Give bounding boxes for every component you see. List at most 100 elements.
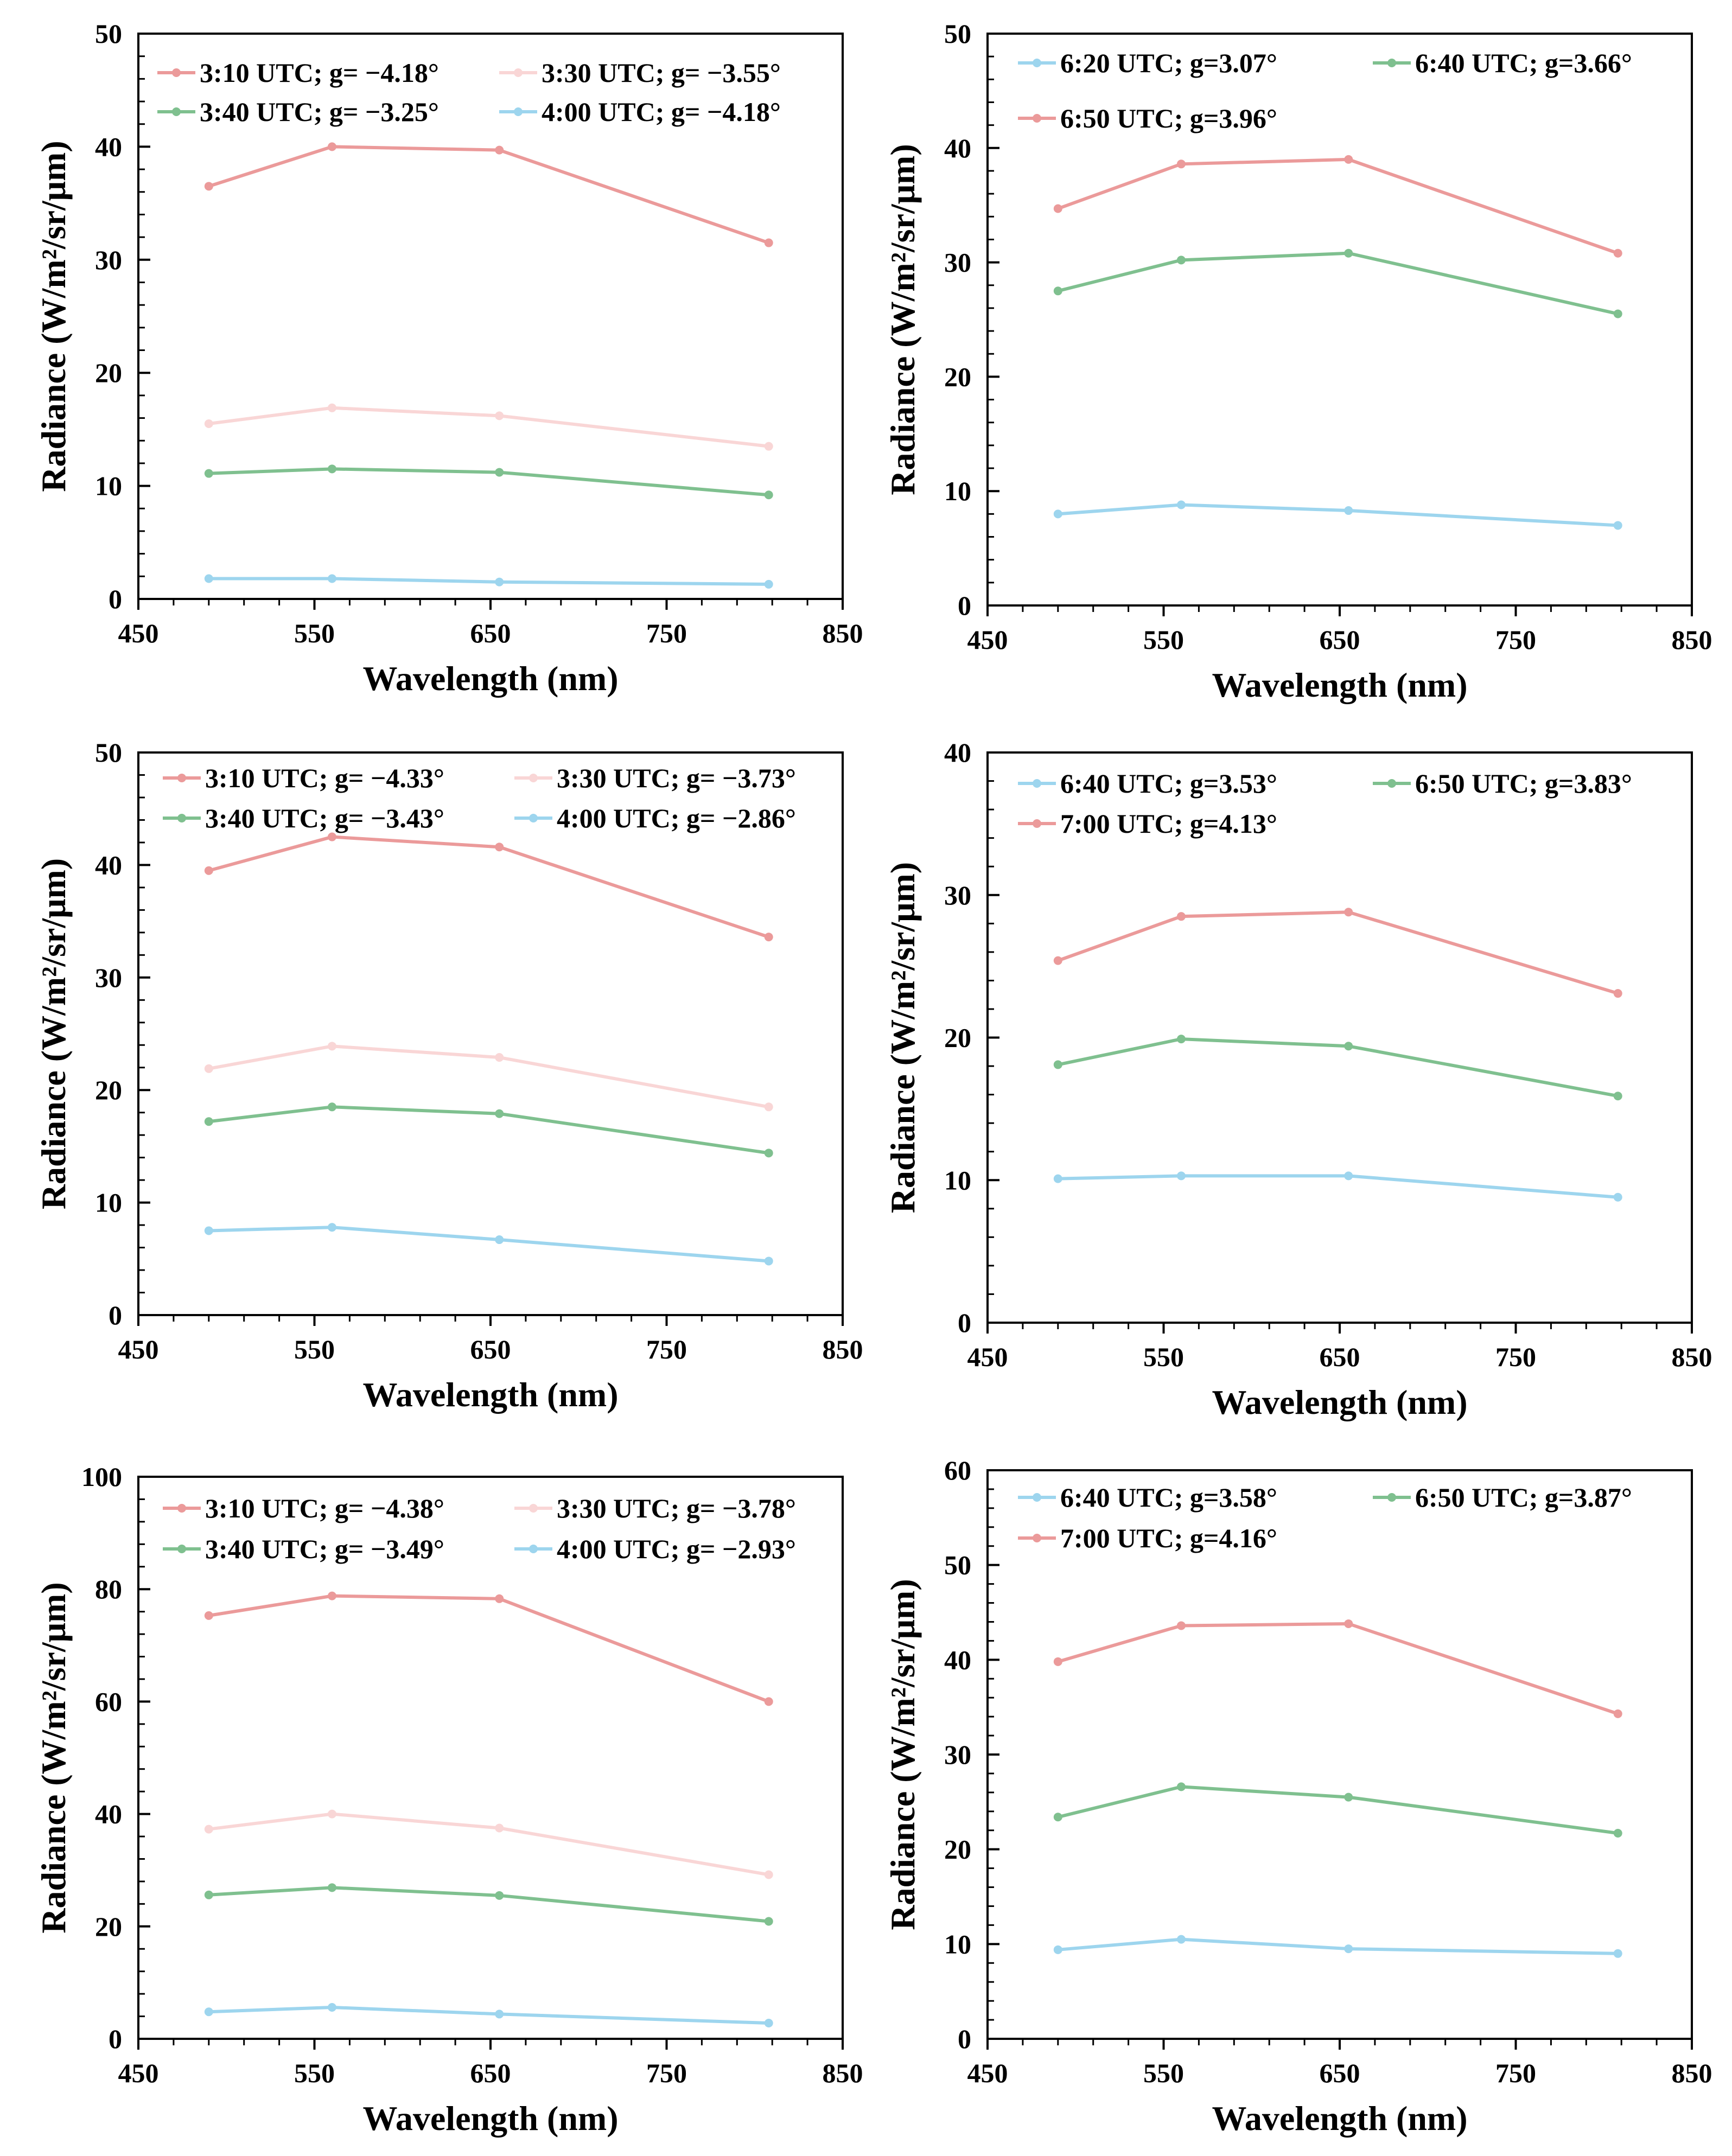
legend-swatch-marker	[529, 814, 538, 822]
x-tick-label: 550	[294, 1334, 335, 1364]
legend-swatch-marker	[1387, 779, 1396, 788]
series-line-2	[1058, 1037, 1619, 1098]
y-tick-label: 20	[95, 1911, 122, 1942]
data-point	[1176, 256, 1186, 265]
legend-label: 6:50 UTC; g=3.83°	[1415, 768, 1632, 799]
chart-panel-5: 0 20 40 60 80 100 450 550 650 750 850 Wavelength (n…	[34, 1462, 863, 2138]
data-point	[1176, 1621, 1186, 1630]
x-tick-label: 550	[1143, 624, 1184, 655]
x-axis-title: Wavelength (nm)	[362, 659, 618, 698]
x-tick-label: 850	[1672, 1342, 1712, 1372]
chart-panel-4: 0 10 20 30 40 450 550 650 750 850 Wavelength (nm) R…	[883, 737, 1712, 1421]
data-point	[764, 1102, 773, 1112]
y-tick-label: 0	[958, 2024, 971, 2054]
legend-swatch-marker	[172, 68, 181, 77]
y-axis-title: Radiance (W/m²/sr/μm)	[34, 858, 73, 1209]
series-line-1	[1058, 1174, 1618, 1199]
series-line-2	[208, 1812, 769, 1877]
series-line-4	[208, 577, 769, 586]
data-point	[1344, 1619, 1353, 1628]
data-point	[1176, 912, 1186, 921]
data-point	[1053, 1945, 1062, 1954]
legend-swatch-marker	[529, 1545, 538, 1553]
x-axis-title: Wavelength (nm)	[1212, 666, 1467, 704]
data-point	[327, 832, 336, 841]
x-tick-label: 650	[1320, 1342, 1360, 1372]
data-point	[1344, 1042, 1353, 1051]
y-tick-label: 60	[95, 1686, 122, 1717]
data-point	[327, 1591, 336, 1600]
legend-label: 7:00 UTC; g=4.16°	[1060, 1523, 1277, 1553]
data-point	[495, 1594, 504, 1603]
data-point	[327, 1809, 336, 1819]
data-point	[204, 182, 213, 191]
x-axis-title: Wavelength (nm)	[1212, 1383, 1467, 1421]
legend-swatch-marker	[1387, 59, 1396, 67]
x-tick-label: 650	[1320, 2058, 1360, 2088]
data-point	[1613, 1949, 1622, 1958]
data-point	[1344, 1171, 1353, 1181]
data-point	[764, 238, 773, 247]
legend-label: 3:40 UTC; g= −3.25°	[200, 97, 439, 127]
x-axis-title: Wavelength (nm)	[1212, 2099, 1467, 2138]
legend-label: 3:10 UTC; g= −4.18°	[200, 58, 439, 88]
data-point	[204, 574, 213, 583]
y-tick-label: 40	[944, 737, 971, 768]
x-tick-label: 450	[967, 1342, 1008, 1372]
x-tick-label: 750	[646, 1334, 687, 1364]
data-point	[764, 1870, 773, 1879]
y-tick-label: 30	[944, 1739, 971, 1770]
data-point	[1613, 1092, 1622, 1101]
legend-swatch-marker	[177, 1545, 186, 1553]
data-point	[204, 1226, 213, 1235]
x-tick-label: 750	[1495, 1342, 1536, 1372]
data-point	[495, 1235, 504, 1245]
x-tick-label: 850	[823, 1334, 863, 1364]
data-point	[327, 1042, 336, 1051]
data-point	[1176, 500, 1186, 509]
data-point	[495, 1109, 504, 1118]
data-point	[1176, 1782, 1186, 1791]
x-tick-label: 450	[967, 624, 1008, 655]
data-point	[1344, 155, 1353, 164]
y-tick-label: 20	[95, 358, 122, 388]
y-tick-label: 50	[944, 18, 971, 49]
y-tick-label: 40	[95, 131, 122, 162]
series-line-4	[208, 2005, 769, 2025]
legend-swatch-marker	[177, 774, 186, 782]
data-point	[1053, 204, 1062, 213]
data-point	[764, 933, 773, 942]
y-tick-label: 10	[944, 476, 971, 506]
y-tick-label: 10	[944, 1929, 971, 1959]
x-tick-label: 450	[118, 618, 159, 648]
data-point	[495, 1053, 504, 1062]
y-tick-label: 30	[944, 880, 971, 910]
data-point	[764, 579, 773, 589]
x-tick-label: 550	[294, 618, 335, 648]
series-line-2	[1058, 1785, 1619, 1835]
series-line-1	[208, 835, 769, 939]
data-point	[204, 1611, 213, 1620]
x-tick-label: 750	[1495, 624, 1536, 655]
data-point	[764, 490, 773, 500]
legend-swatch-marker	[1033, 1534, 1041, 1542]
y-tick-label: 0	[109, 584, 122, 614]
data-point	[204, 469, 213, 478]
data-point	[327, 1883, 336, 1892]
chart-panel-6: 0 10 20 30 40 50 60 450 550 650 750 850 Wavelength (…	[883, 1455, 1712, 2138]
x-tick-label: 450	[967, 2058, 1008, 2088]
y-tick-label: 20	[944, 361, 971, 392]
data-point	[764, 2018, 773, 2027]
legend-swatch-marker	[177, 814, 186, 822]
legend-label: 3:10 UTC; g= −4.33°	[205, 763, 444, 793]
data-point	[327, 464, 336, 474]
data-point	[495, 577, 504, 586]
data-point	[1613, 1828, 1622, 1838]
data-point	[764, 1256, 773, 1266]
data-point	[1344, 248, 1353, 258]
series-line-3	[1057, 1622, 1619, 1715]
data-point	[1053, 1813, 1062, 1822]
chart-panel-2: 0 10 20 30 40 50 450 550 650 750 850 Wavelength (nm…	[883, 18, 1712, 704]
y-tick-label: 10	[95, 471, 122, 501]
